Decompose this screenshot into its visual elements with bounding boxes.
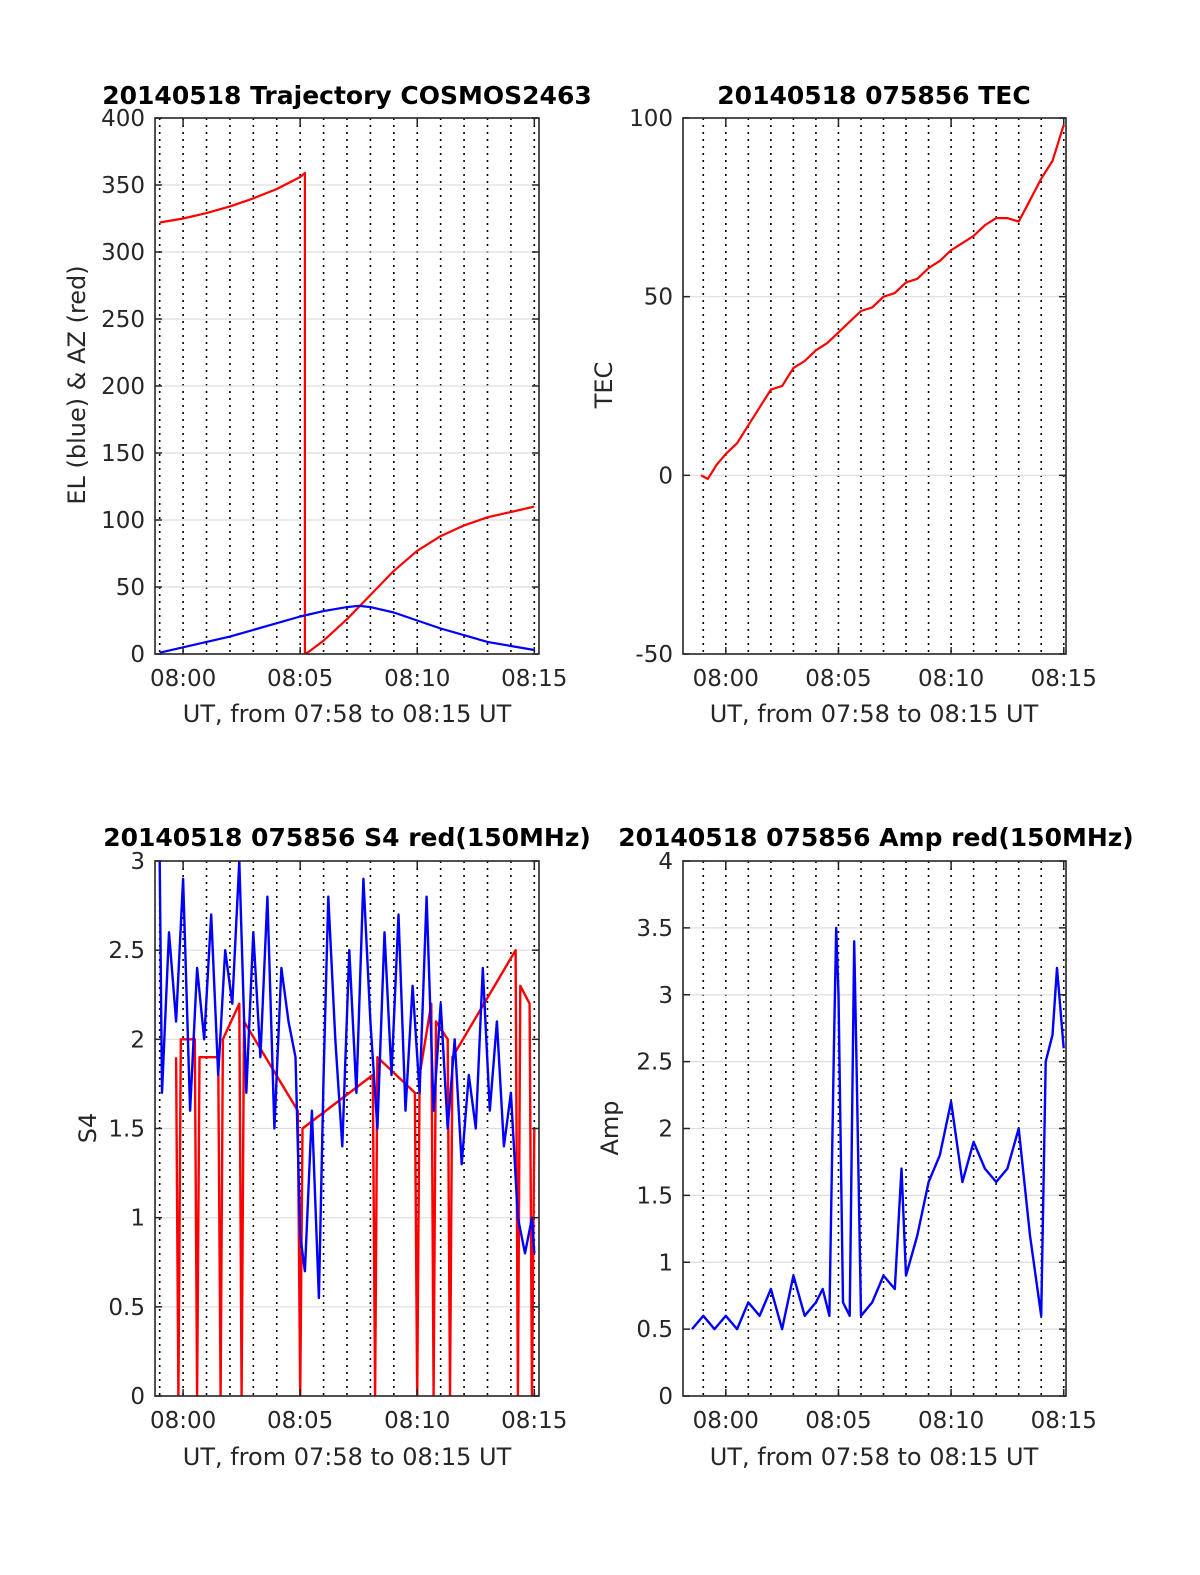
tec-ytick-label: 50 — [644, 285, 673, 311]
s4-xtick-label: 08:05 — [267, 1408, 333, 1434]
amp-ytick-label: 2.5 — [636, 1050, 673, 1076]
trajectory-series-blue-line — [159, 604, 535, 654]
s4-panel: 20140518 075856 S4 red(150MHz) UT, from … — [74, 823, 591, 1471]
s4-xtick-label: 08:15 — [501, 1408, 567, 1434]
s4-ytick-label: 1.5 — [108, 1117, 145, 1143]
tec-panel: 20140518 075856 TEC UT, from 07:58 to 08… — [590, 81, 1097, 728]
amp-ytick-label: 0.5 — [636, 1317, 673, 1343]
trajectory-xtick-label: 08:00 — [150, 666, 216, 692]
trajectory-ytick-label: 300 — [101, 240, 145, 266]
amp-title: 20140518 075856 Amp red(150MHz) — [618, 823, 1134, 852]
amp-ytick-label: 3.5 — [636, 916, 673, 942]
tec-ytick-label: 100 — [629, 106, 673, 132]
amp-xtick-label: 08:00 — [693, 1408, 759, 1434]
amp-ytick-label: 0 — [658, 1384, 673, 1410]
s4-ytick-label: 2 — [130, 1027, 145, 1053]
trajectory-ytick-label: 50 — [116, 575, 145, 601]
tec-xtick-label: 08:15 — [1031, 666, 1097, 692]
s4-ytick-label: 0 — [130, 1384, 145, 1410]
tec-title: 20140518 075856 TEC — [717, 81, 1030, 110]
tec-ylabel: TEC — [590, 362, 618, 410]
trajectory-xtick-label: 08:15 — [501, 666, 567, 692]
trajectory-ytick-label: 250 — [101, 307, 145, 333]
trajectory-ytick-label: 0 — [130, 642, 145, 668]
tec-axes-box — [682, 117, 1067, 655]
amp-ylabel: Amp — [596, 1100, 624, 1155]
amp-panel: 20140518 075856 Amp red(150MHz) UT, from… — [596, 823, 1134, 1471]
s4-series-blue-line — [158, 861, 536, 1300]
s4-ytick-label: 0.5 — [108, 1295, 145, 1321]
trajectory-xlabel: UT, from 07:58 to 08:15 UT — [183, 700, 512, 728]
amp-ytick-label: 4 — [658, 849, 673, 875]
amp-xtick-label: 08:10 — [918, 1408, 984, 1434]
trajectory-xtick-label: 08:05 — [267, 666, 333, 692]
tec-ytick-label: -50 — [635, 642, 673, 668]
amp-xlabel: UT, from 07:58 to 08:15 UT — [710, 1443, 1039, 1471]
s4-ytick-label: 3 — [130, 849, 145, 875]
s4-series-red-line — [174, 949, 536, 1396]
s4-ylabel: S4 — [74, 1113, 102, 1144]
amp-ytick-label: 1.5 — [636, 1183, 673, 1209]
s4-title: 20140518 075856 S4 red(150MHz) — [103, 823, 591, 852]
trajectory-ytick-label: 200 — [101, 374, 145, 400]
amp-series-blue-line — [691, 926, 1065, 1331]
trajectory-ytick-label: 100 — [101, 508, 145, 534]
trajectory-ytick-label: 150 — [101, 441, 145, 467]
tec-series-red-line — [700, 124, 1065, 480]
s4-ytick-label: 1 — [130, 1206, 145, 1232]
amp-ytick-label: 1 — [658, 1250, 673, 1276]
tec-xtick-label: 08:00 — [693, 666, 759, 692]
amp-xtick-label: 08:15 — [1031, 1408, 1097, 1434]
trajectory-panel: 20140518 Trajectory COSMOS2463 UT, from … — [63, 81, 592, 728]
trajectory-xtick-label: 08:10 — [384, 666, 450, 692]
amp-ytick-label: 3 — [658, 983, 673, 1009]
s4-xtick-label: 08:10 — [384, 1408, 450, 1434]
amp-xtick-label: 08:05 — [805, 1408, 871, 1434]
s4-xtick-label: 08:00 — [150, 1408, 216, 1434]
tec-ytick-label: 0 — [658, 463, 673, 489]
trajectory-title: 20140518 Trajectory COSMOS2463 — [102, 81, 592, 110]
trajectory-ytick-label: 350 — [101, 173, 145, 199]
tec-xlabel: UT, from 07:58 to 08:15 UT — [710, 700, 1039, 728]
trajectory-series-red-line — [159, 171, 535, 654]
amp-ytick-label: 2 — [658, 1117, 673, 1143]
tec-xtick-label: 08:10 — [918, 666, 984, 692]
s4-ytick-label: 2.5 — [108, 938, 145, 964]
tec-xtick-label: 08:05 — [805, 666, 871, 692]
trajectory-ylabel: EL (blue) & AZ (red) — [63, 265, 91, 504]
s4-xlabel: UT, from 07:58 to 08:15 UT — [183, 1443, 512, 1471]
trajectory-ytick-label: 400 — [101, 106, 145, 132]
